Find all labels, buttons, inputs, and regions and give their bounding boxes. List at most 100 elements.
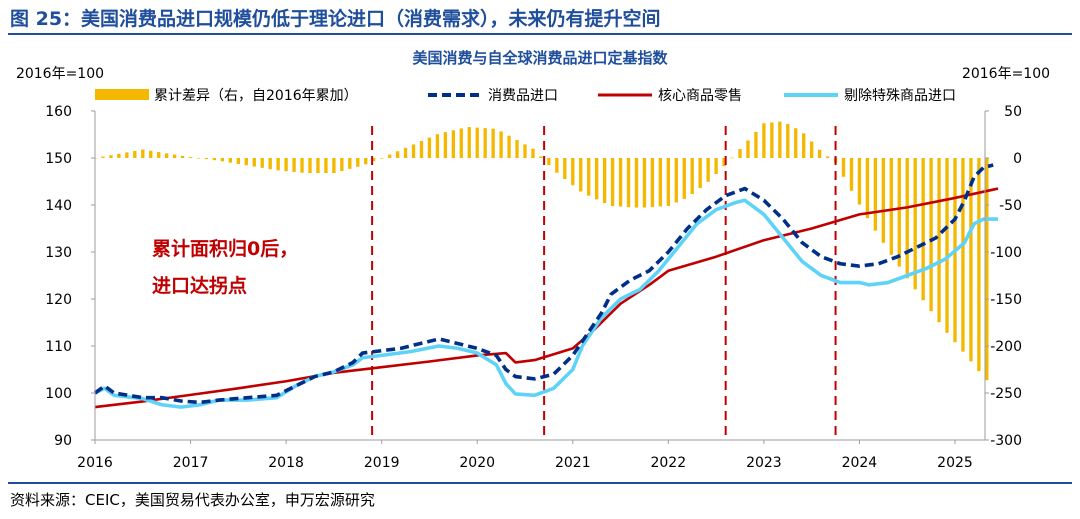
cum-diff-bar — [634, 158, 639, 208]
cum-diff-bar — [109, 155, 113, 158]
cum-diff-bar — [921, 158, 925, 301]
cum-diff-bar — [698, 158, 702, 189]
cum-diff-bar — [969, 158, 973, 362]
x-axis-tick-label: 2025 — [937, 455, 973, 471]
cum-diff-bar — [857, 158, 862, 205]
cum-diff-bar — [451, 130, 455, 158]
consumer-imports-line — [93, 163, 994, 405]
cum-diff-bar — [491, 128, 495, 158]
annotation-line-1: 累计面积归0后， — [152, 237, 298, 260]
cum-diff-bar — [332, 158, 336, 174]
cum-diff-bar — [395, 151, 400, 158]
cum-diff-bar — [778, 121, 782, 158]
cum-diff-bar — [937, 158, 941, 323]
cum-diff-bar — [730, 157, 734, 159]
cum-diff-bar — [841, 158, 846, 177]
cum-diff-bar — [754, 131, 758, 158]
index-lines — [93, 163, 999, 409]
cum-diff-bar — [196, 158, 201, 159]
cum-diff-bar — [985, 158, 989, 381]
cum-diff-bar — [403, 147, 408, 158]
cum-diff-bar — [180, 155, 185, 158]
legend-swatch-cum-diff — [95, 89, 149, 100]
legend-label-core-retail: 核心商品零售 — [658, 88, 742, 104]
cum-diff-bar — [324, 158, 328, 174]
cum-diff-bar — [977, 158, 981, 372]
cum-diff-bar — [738, 149, 742, 158]
cum-diff-bar — [626, 158, 631, 208]
cum-diff-bar — [475, 127, 479, 158]
cum-diff-bar — [770, 122, 774, 158]
figure-title: 图 25：美国消费品进口规模仍低于理论进口（消费需求），未来仍有提升空间 — [10, 8, 661, 30]
left-axis-tick-label: 150 — [45, 151, 72, 167]
title-rule — [8, 33, 1072, 35]
left-axis-tick-label: 140 — [45, 198, 72, 214]
cum-diff-bar — [459, 128, 463, 158]
cum-diff-bar — [220, 158, 225, 162]
turning-point-lines — [371, 126, 837, 440]
x-axis-tick-label: 2016 — [77, 455, 113, 471]
cum-diff-bar — [547, 158, 551, 166]
cum-diff-bar — [865, 158, 870, 219]
cum-diff-bar — [356, 158, 360, 167]
cum-diff-bar — [602, 158, 607, 204]
cum-diff-bar — [172, 154, 177, 158]
cum-diff-bar — [555, 158, 559, 173]
cum-diff-bar — [387, 154, 392, 158]
cum-diff-bar — [340, 158, 344, 171]
cum-diff-bar — [690, 158, 694, 194]
cum-diff-bar — [507, 135, 511, 158]
cum-diff-bar — [610, 158, 615, 207]
cum-diff-bar — [539, 156, 543, 158]
ex-special-imports-line — [94, 198, 998, 409]
cum-diff-bar — [164, 153, 169, 158]
core-retail-line — [94, 187, 999, 409]
left-axis-tick-label: 130 — [45, 245, 72, 261]
cum-diff-bar — [794, 128, 798, 158]
cum-diff-bar — [579, 158, 583, 192]
cum-diff-bar — [117, 153, 121, 158]
cum-diff-bar — [523, 144, 527, 158]
cum-diff-bar — [276, 158, 280, 171]
x-axis-tick-label: 2019 — [364, 455, 400, 471]
right-axis-tick-label: -100 — [990, 245, 1022, 261]
cum-diff-bar — [308, 158, 312, 174]
axes: 90 100 110 120 130 140 150 160 -300 -250 -200 -150 -… — [45, 104, 1022, 471]
cum-diff-bar — [244, 158, 248, 166]
cum-diff-bar — [300, 158, 304, 173]
cum-diff-bar — [825, 156, 830, 158]
cum-diff-bar — [849, 158, 854, 191]
cum-diff-bar — [443, 132, 448, 158]
cum-diff-bar — [762, 123, 766, 158]
cum-diff-bar — [889, 158, 893, 255]
cum-diff-bar — [905, 158, 909, 279]
cum-diff-bar — [746, 140, 750, 158]
right-axis-tick-label: 0 — [1013, 151, 1022, 167]
cum-diff-bar — [133, 150, 137, 158]
cum-diff-bar — [881, 158, 885, 243]
x-axis-tick-label: 2021 — [555, 455, 591, 471]
legend-label-cum-diff: 累计差异（右，自2016年累加） — [154, 88, 358, 104]
right-axis-tick-label: -200 — [990, 339, 1022, 355]
legend-label-consumer-imports: 消费品进口 — [488, 88, 558, 104]
cum-diff-bar — [714, 158, 718, 174]
left-axis-tick-label: 120 — [45, 292, 72, 308]
cum-diff-bar — [379, 158, 384, 159]
left-axis-unit: 2016年=100 — [16, 66, 104, 82]
cum-diff-bar — [945, 158, 949, 333]
cum-diff-bar — [642, 158, 647, 208]
cum-diff-bar — [364, 158, 368, 165]
x-axis-tick-label: 2020 — [459, 455, 495, 471]
cum-diff-bar — [706, 158, 710, 182]
cum-diff-bar — [682, 158, 686, 199]
cum-diff-bar — [929, 158, 933, 312]
cum-diff-bar — [817, 149, 822, 158]
cum-diff-bar — [228, 158, 233, 163]
cum-diff-bar — [897, 158, 901, 267]
left-axis-tick-label: 90 — [54, 433, 72, 449]
x-axis-tick-label: 2018 — [268, 455, 304, 471]
cum-diff-bar — [157, 152, 161, 158]
cum-diff-bar — [786, 123, 790, 158]
cum-diff-bar — [260, 158, 264, 168]
right-axis-tick-label: -300 — [990, 433, 1022, 449]
